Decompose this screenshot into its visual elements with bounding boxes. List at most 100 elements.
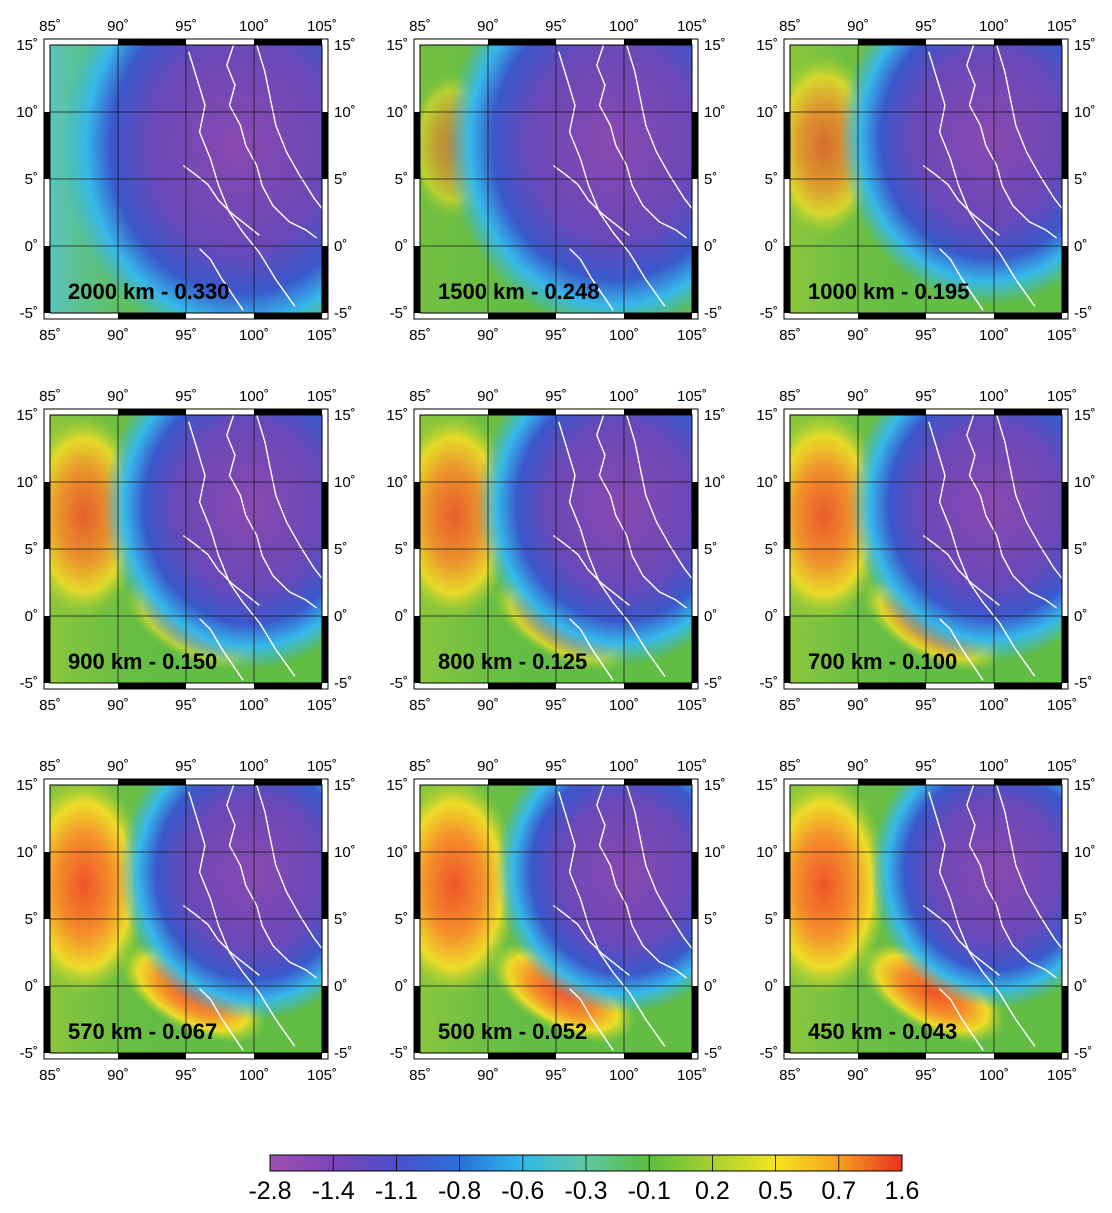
lat-tick-label: 10˚: [16, 844, 38, 861]
lon-tick-label: 90˚: [477, 18, 499, 35]
lon-tick-label: 105˚: [677, 327, 707, 344]
lat-tick-label: 5˚: [1074, 171, 1087, 188]
coastline: [182, 165, 260, 236]
lon-tick-label: 90˚: [847, 758, 869, 775]
coastline: [188, 791, 296, 1047]
lat-tick-label: 5˚: [25, 911, 38, 928]
panel-label: 900 km - 0.150: [68, 649, 217, 674]
lat-tick-label: 5˚: [334, 171, 347, 188]
lon-tick-label: 95˚: [915, 327, 937, 344]
frame-segment: [44, 246, 50, 313]
frame-segment: [44, 616, 50, 683]
lat-tick-label: -5˚: [1074, 1045, 1092, 1062]
frame-segment: [858, 683, 926, 689]
lon-tick-label: 100˚: [239, 1067, 269, 1084]
frame-segment: [692, 852, 698, 919]
frame-segment: [414, 112, 420, 179]
lon-tick-label: 85˚: [409, 388, 431, 405]
frame-segment: [118, 779, 186, 785]
lat-tick-label: 0˚: [334, 978, 347, 995]
lat-tick-label: -5˚: [390, 675, 408, 692]
lon-tick-label: 95˚: [545, 697, 567, 714]
frame-segment: [784, 246, 790, 313]
coastline: [928, 51, 1036, 307]
map-panel: 85˚ 85˚ 90˚ 90˚ 95˚ 95˚ 100˚ 100˚ 105˚ 105˚ 15˚ 15˚…: [16, 18, 355, 344]
frame-segment: [1062, 616, 1068, 683]
lat-tick-label: -5˚: [704, 305, 722, 322]
lon-tick-label: 95˚: [175, 327, 197, 344]
lon-tick-label: 85˚: [779, 18, 801, 35]
map-panel: 85˚ 85˚ 90˚ 90˚ 95˚ 95˚ 100˚ 100˚ 105˚ 105˚ 15˚ 15˚…: [756, 758, 1095, 1084]
coastline: [939, 988, 984, 1051]
map-panel: 85˚ 85˚ 90˚ 90˚ 95˚ 95˚ 100˚ 100˚ 105˚ 105˚ 15˚ 15˚…: [756, 18, 1096, 344]
lat-tick-label: 15˚: [334, 407, 356, 424]
lat-tick-label: 10˚: [386, 104, 408, 121]
frame-segment: [322, 852, 328, 919]
frame-segment: [488, 779, 556, 785]
lon-tick-label: 100˚: [979, 1067, 1009, 1084]
lon-tick-label: 105˚: [677, 388, 707, 405]
lon-tick-label: 105˚: [1047, 388, 1077, 405]
frame-segment: [624, 313, 692, 319]
frame-segment: [784, 986, 790, 1053]
lat-tick-label: -5˚: [704, 1045, 722, 1062]
coastline: [996, 45, 1062, 209]
panel-label: 570 km - 0.067: [68, 1019, 217, 1044]
lat-tick-label: 10˚: [756, 104, 778, 121]
coastline: [596, 45, 688, 239]
lat-tick-label: 15˚: [704, 777, 726, 794]
lat-tick-label: 15˚: [756, 777, 778, 794]
lat-tick-label: 15˚: [386, 407, 408, 424]
lon-tick-label: 95˚: [545, 758, 567, 775]
frame-segment: [118, 1053, 186, 1059]
coastline: [626, 415, 692, 579]
lat-tick-label: -5˚: [1074, 675, 1092, 692]
panel-label: 1000 km - 0.195: [808, 279, 969, 304]
lon-tick-label: 90˚: [847, 388, 869, 405]
lon-tick-label: 105˚: [677, 758, 707, 775]
lat-tick-label: -5˚: [760, 675, 778, 692]
coastline: [188, 51, 296, 307]
coastline: [558, 791, 666, 1047]
lon-tick-label: 90˚: [107, 758, 129, 775]
coastline: [182, 905, 260, 976]
lon-tick-label: 100˚: [609, 1067, 639, 1084]
frame-segment: [692, 482, 698, 549]
frame-segment: [44, 986, 50, 1053]
frame-segment: [322, 986, 328, 1053]
lon-tick-label: 100˚: [239, 697, 269, 714]
lon-tick-label: 85˚: [779, 327, 801, 344]
frame-segment: [858, 779, 926, 785]
lat-tick-label: 10˚: [334, 474, 356, 491]
lat-tick-label: 10˚: [1074, 104, 1096, 121]
lon-tick-label: 90˚: [477, 327, 499, 344]
lon-tick-label: 100˚: [239, 18, 269, 35]
lon-tick-label: 95˚: [545, 18, 567, 35]
lat-tick-label: 0˚: [1074, 608, 1087, 625]
panel-label: 700 km - 0.100: [808, 649, 957, 674]
lon-tick-label: 95˚: [915, 697, 937, 714]
lon-tick-label: 95˚: [915, 18, 937, 35]
frame-segment: [858, 39, 926, 45]
coastline: [626, 785, 692, 949]
lat-tick-label: 0˚: [395, 978, 408, 995]
frame-segment: [1062, 986, 1068, 1053]
coastline: [939, 618, 984, 681]
coastline: [596, 415, 688, 609]
panel-label: 500 km - 0.052: [438, 1019, 587, 1044]
frame-segment: [488, 683, 556, 689]
coastline: [226, 45, 318, 239]
frame-segment: [624, 1053, 692, 1059]
lon-tick-label: 90˚: [107, 388, 129, 405]
frame-segment: [44, 482, 50, 549]
lat-tick-label: 10˚: [334, 844, 356, 861]
map-panel: 85˚ 85˚ 90˚ 90˚ 95˚ 95˚ 100˚ 100˚ 105˚ 105˚ 15˚ 15˚…: [756, 388, 1095, 714]
frame-segment: [1062, 852, 1068, 919]
lat-tick-label: 15˚: [756, 407, 778, 424]
coastline: [188, 421, 296, 677]
lat-tick-label: 5˚: [25, 541, 38, 558]
frame-segment: [692, 246, 698, 313]
lat-tick-label: -5˚: [334, 675, 352, 692]
lon-tick-label: 95˚: [545, 1067, 567, 1084]
lon-tick-label: 85˚: [779, 758, 801, 775]
